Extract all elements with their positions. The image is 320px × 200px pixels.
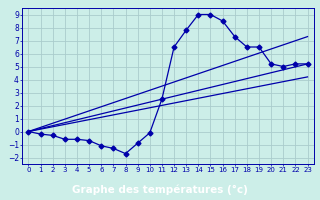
- Text: Graphe des températures (°c): Graphe des températures (°c): [72, 184, 248, 195]
